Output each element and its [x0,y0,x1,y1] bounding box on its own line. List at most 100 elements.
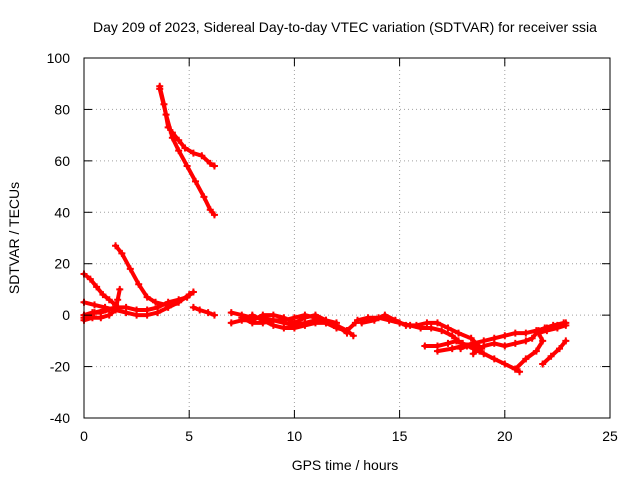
data-point [93,283,101,291]
data-point [114,296,122,304]
data-point [444,339,452,347]
data-point [501,360,509,368]
y-tick-label: 0 [62,307,70,323]
data-point [189,149,197,157]
data-point [480,350,488,358]
data-point [301,311,309,319]
y-tick-label: -20 [50,359,70,375]
data-point [562,337,570,345]
data-point [532,347,540,355]
y-tick-label: 20 [54,256,70,272]
data-point [189,303,197,311]
data-point [143,293,151,301]
data-point [269,321,277,329]
data-point [480,342,488,350]
y-tick-label: 100 [47,50,71,66]
data-point [343,329,351,337]
x-axis-label: GPS time / hours [292,457,399,473]
data-point [427,324,435,332]
data-point [547,352,555,360]
data-point [511,365,519,373]
data-point [438,327,446,335]
data-point [556,345,564,353]
data-point [539,337,547,345]
data-point [200,193,208,201]
series-trace-8 [82,308,112,318]
data-point [154,309,162,317]
data-point [126,265,134,273]
data-point [122,309,130,317]
data-point [206,206,214,214]
data-point [105,296,113,304]
data-point [183,162,191,170]
data-point [227,309,235,317]
data-point [175,147,183,155]
data-point [99,291,107,299]
y-tick-label: -40 [50,410,70,426]
grid [84,58,610,418]
data-point [280,324,288,332]
data-point [248,319,256,327]
data-point [210,311,218,319]
data-point [349,332,357,340]
data-point [185,291,193,299]
data-point [534,329,542,337]
data-point [168,134,176,142]
data-point [412,321,420,329]
data-point [210,162,218,170]
x-tick-label: 20 [497,428,513,444]
data-point [248,311,256,319]
data-point [381,311,389,319]
data-point [444,324,452,332]
data-point [370,316,378,324]
data-point [181,144,189,152]
data-point [501,342,509,350]
data-point [516,368,524,376]
data-point [301,321,309,329]
data-point [156,85,164,93]
data-point [522,337,530,345]
x-tick-label: 0 [80,428,88,444]
series-trace-13 [250,313,349,336]
data-point [112,306,120,314]
data-point [469,342,477,350]
data-point [452,337,460,345]
data-point [543,327,551,335]
data-point [259,316,267,324]
data-point [143,311,151,319]
plot-frame [83,57,611,419]
data-point [463,342,471,350]
data-point [511,329,519,337]
data-point [210,211,218,219]
data-point [539,360,547,368]
y-tick-label: 80 [54,101,70,117]
data-point [135,280,143,288]
data-point [469,350,477,358]
data-series [80,82,570,376]
data-point [522,355,530,363]
data-point [238,314,246,322]
data-point [152,298,160,306]
data-point [358,319,366,327]
series-trace-9 [191,305,217,318]
data-point [490,355,498,363]
data-point [476,347,484,355]
data-point [112,242,120,250]
data-point [490,339,498,347]
data-point [175,298,183,306]
data-point [133,311,141,319]
y-axis-label: SDTVAR / TECUs [6,182,22,294]
data-point [196,306,204,314]
data-point [192,177,200,185]
y-tick-label: 40 [54,204,70,220]
data-point [91,301,99,309]
data-point [105,306,113,314]
data-point [116,285,124,293]
data-point [280,316,288,324]
data-point [553,324,561,332]
series-trace-3 [113,243,196,307]
data-point [433,347,441,355]
data-point [290,324,298,332]
data-point [448,332,456,340]
